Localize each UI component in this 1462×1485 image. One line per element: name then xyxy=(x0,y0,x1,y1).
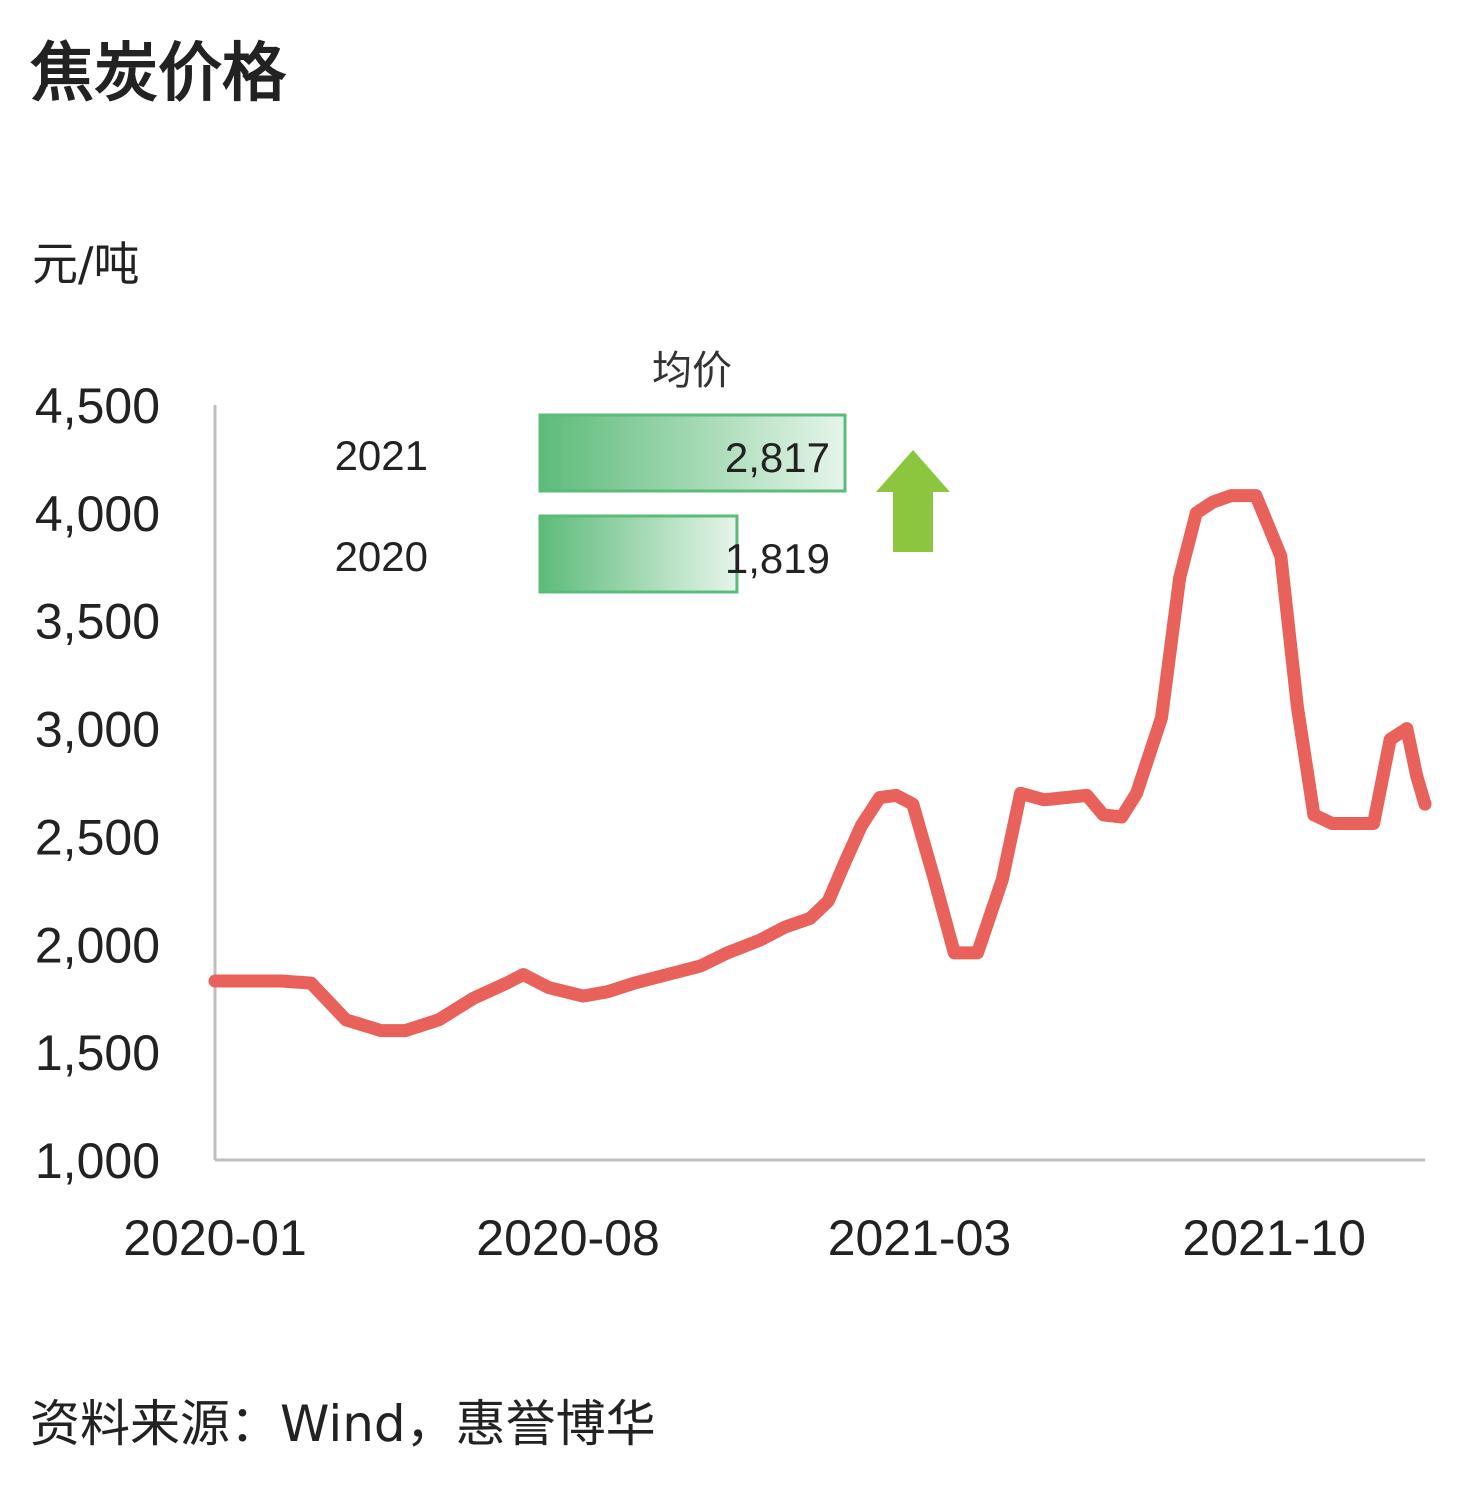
x-tick-label: 2021-03 xyxy=(828,1210,1012,1266)
coke-price-line xyxy=(208,489,1432,1038)
average-price-inset: 均价 2021 2,817 2020 1,819 xyxy=(335,348,950,594)
up-arrow-icon xyxy=(876,450,950,552)
y-tick-label: 1,500 xyxy=(35,1025,160,1081)
y-tick-label: 3,000 xyxy=(35,702,160,758)
inset-average-bar xyxy=(538,514,739,594)
y-tick-label: 2,500 xyxy=(35,809,160,865)
y-tick-labels: 1,000 1,500 2,000 2,500 3,000 3,500 4,000 4,500 xyxy=(35,378,160,1189)
y-tick-label: 4,000 xyxy=(35,486,160,542)
y-tick-label: 4,500 xyxy=(35,378,160,434)
x-tick-label: 2020-08 xyxy=(476,1210,660,1266)
inset-year-label: 2021 xyxy=(335,432,428,479)
chart-title: 焦炭价格 xyxy=(30,37,286,111)
y-tick-label: 3,500 xyxy=(35,594,160,650)
data-source-note: 资料来源：Wind，惠誉博华 xyxy=(30,1395,656,1453)
y-tick-label: 2,000 xyxy=(35,917,160,973)
series-layer xyxy=(208,489,1432,1038)
inset-average-bar xyxy=(538,413,847,493)
y-tick-label: 1,000 xyxy=(35,1133,160,1189)
x-tick-label: 2021-10 xyxy=(1182,1210,1366,1266)
inset-title: 均价 xyxy=(652,348,732,394)
x-tick-label: 2020-01 xyxy=(123,1210,307,1266)
y-axis-unit-label: 元/吨 xyxy=(32,237,140,291)
x-tick-labels: 2020-01 2020-08 2021-03 2021-10 xyxy=(123,1210,1366,1266)
inset-year-label: 2020 xyxy=(335,533,428,580)
inset-average-value: 1,819 xyxy=(725,535,830,582)
inset-average-value: 2,817 xyxy=(725,434,830,481)
